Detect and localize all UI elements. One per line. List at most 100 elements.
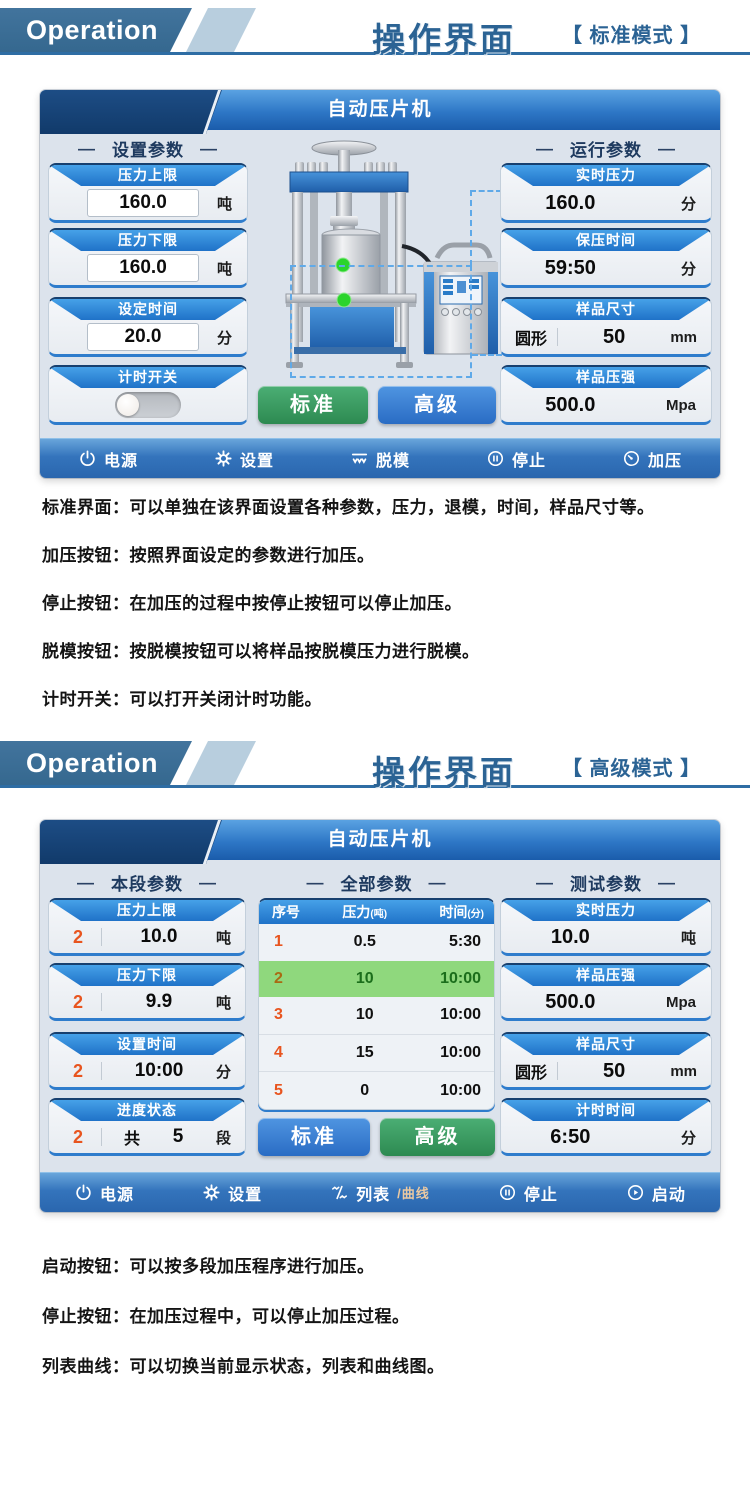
screen-titlebar: 自动压片机 [40, 820, 720, 864]
mode-badge: 【 标准模式 】 [562, 25, 702, 47]
gear-icon [203, 1184, 220, 1201]
right-panel-title-text: 运行参数 [570, 141, 642, 160]
sample-pressure-card: 样品压强 500.0 Mpa [500, 963, 712, 1021]
progress-status-label: 进度状态 [49, 1100, 245, 1121]
pressure-lower-input[interactable]: 160.0 [87, 254, 199, 282]
dash-decoration: — [78, 138, 96, 158]
divider [101, 993, 102, 1011]
unit-label: 吨 [680, 929, 696, 947]
pressure-upper-label: 压力上限 [49, 165, 247, 186]
standard-descriptions: 标准界面：可以单独在该界面设置各种参数，压力，退模，时间，样品尺寸等。 加压按钮… [42, 497, 717, 737]
nav-power[interactable]: 电源 [78, 447, 138, 471]
table-header: 序号 压力(吨) 时间(分) [259, 900, 494, 924]
section-title: 操作界面 [372, 754, 516, 791]
machine-illustration [285, 140, 498, 368]
nav-pressurize[interactable]: 加压 [622, 447, 682, 471]
unit-label: 吨 [215, 994, 231, 1012]
dash-decoration: — [306, 872, 325, 892]
timer-switch-label: 计时开关 [49, 367, 247, 388]
status-dot-table [336, 292, 352, 308]
table-row[interactable]: 3 10 10:00 [274, 1006, 481, 1024]
timer-toggle[interactable] [115, 392, 181, 418]
set-time-label: 设定时间 [49, 299, 247, 320]
pressure-upper-input[interactable]: 160.0 [87, 189, 199, 217]
description-line: 计时开关：可以打开关闭计时功能。 [42, 690, 322, 709]
right-panel-title: — 运行参数 — [500, 136, 712, 161]
nav-demold[interactable]: 脱模 [350, 447, 410, 471]
divider [101, 1128, 102, 1146]
unit-label: 吨 [215, 929, 231, 947]
pause-circle-icon [487, 450, 504, 467]
dash-decoration: — [200, 138, 218, 158]
description-line: 标准界面：可以单独在该界面设置各种参数，压力，退模，时间，样品尺寸等。 [42, 498, 655, 517]
segment-number: 2 [72, 1060, 83, 1081]
gauge-icon [623, 450, 640, 467]
standard-mode-screen: 自动压片机 — 设置参数 — — 运行参数 — 压力上限 160.0 吨 压力下… [40, 90, 720, 478]
unit-label: Mpa [666, 396, 696, 414]
divider [101, 928, 102, 946]
mode-badge: 【 高级模式 】 [562, 758, 702, 780]
segment-panel-title: — 本段参数 — [48, 870, 246, 895]
description-line: 加压按钮：按照界面设定的参数进行加压。 [42, 546, 375, 565]
nav-power[interactable]: 电源 [74, 1181, 134, 1205]
table-row[interactable]: 5 0 10:00 [259, 1071, 494, 1109]
dash-decoration: — [658, 872, 676, 892]
segment-number: 2 [72, 926, 83, 947]
sample-size-card: 样品尺寸 圆形 50 mm [500, 1032, 712, 1090]
realtime-pressure-label: 实时压力 [501, 900, 711, 921]
table-row[interactable]: 4 15 10:00 [259, 1033, 494, 1072]
all-params-panel-title: — 全部参数 — [258, 870, 495, 895]
nav-start[interactable]: 启动 [626, 1181, 686, 1205]
dash-decoration: — [536, 872, 554, 892]
segment-panel-title-text: 本段参数 [111, 875, 183, 894]
hold-time-card: 保压时间 59:50 分 [500, 228, 712, 288]
test-panel-title: — 测试参数 — [500, 870, 712, 895]
sample-pressure-card: 样品压强 500.0 Mpa [500, 365, 712, 425]
seg-pressure-upper-card: 压力上限 2 10.0 吨 [48, 898, 246, 956]
set-time-input[interactable]: 20.0 [87, 323, 199, 351]
nav-list-curve[interactable]: 列表/曲线 [330, 1181, 430, 1205]
section-title: 操作界面 [372, 21, 516, 58]
timer-time-value: 6:50 [550, 1125, 591, 1148]
sample-pressure-value: 500.0 [545, 990, 596, 1013]
power-icon [76, 1184, 91, 1201]
table-row-active[interactable]: 2 10 10:00 [259, 960, 494, 998]
sample-size-label: 样品尺寸 [501, 1034, 711, 1055]
sample-pressure-label: 样品压强 [501, 965, 711, 986]
seg-pressure-lower-label: 压力下限 [49, 965, 245, 986]
advanced-mode-screen: 自动压片机 — 本段参数 — — 全部参数 — — 测试参数 — 压力上限 2 … [40, 820, 720, 1212]
divider [557, 1062, 559, 1080]
unit-label: 段 [215, 1129, 231, 1147]
titlebar-corner-tab [40, 820, 222, 864]
table-row[interactable]: 1 0.5 5:30 [274, 933, 481, 951]
advanced-mode-button[interactable]: 高级 [378, 386, 496, 424]
banner-accent-shape [186, 741, 256, 785]
seg-time-card: 设置时间 2 10:00 分 [48, 1032, 246, 1090]
sample-shape-value: 圆形 [515, 331, 548, 348]
col-pressure: 压力(吨) [342, 904, 388, 920]
dash-decoration: — [77, 872, 95, 892]
advanced-mode-button[interactable]: 高级 [380, 1118, 495, 1156]
divider [101, 1062, 102, 1080]
description-line: 停止按钮：在加压的过程中按停止按钮可以停止加压。 [42, 594, 462, 613]
realtime-pressure-card: 实时压力 160.0 分 [500, 163, 712, 223]
standard-mode-button[interactable]: 标准 [258, 1118, 370, 1156]
description-line: 列表曲线：可以切换当前显示状态，列表和曲线图。 [42, 1357, 445, 1376]
nav-settings[interactable]: 设置 [214, 447, 274, 471]
segment-number: 2 [72, 991, 83, 1012]
dash-decoration: — [428, 872, 447, 892]
sample-pressure-value: 500.0 [545, 393, 596, 416]
operation-label: Operation [26, 14, 159, 45]
gear-icon [215, 450, 232, 467]
standard-mode-button[interactable]: 标准 [258, 386, 368, 424]
description-line: 停止按钮：在加压过程中，可以停止加压过程。 [42, 1307, 410, 1326]
total-segments-value: 5 [172, 1126, 184, 1147]
left-panel-title: — 设置参数 — [48, 136, 248, 161]
advanced-descriptions: 启动按钮：可以按多段加压程序进行加压。 停止按钮：在加压过程中，可以停止加压过程… [42, 1256, 717, 1406]
unit-label: 分 [680, 1129, 696, 1147]
operation-banner: Operation [0, 741, 192, 785]
nav-stop[interactable]: 停止 [486, 447, 546, 471]
nav-stop[interactable]: 停止 [498, 1181, 558, 1205]
nav-settings[interactable]: 设置 [202, 1181, 262, 1205]
